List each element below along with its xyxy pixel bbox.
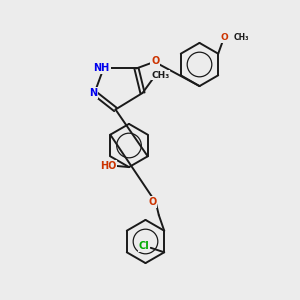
Text: HO: HO [100, 160, 116, 171]
Text: O: O [151, 56, 160, 66]
Text: NH: NH [94, 63, 110, 73]
Text: CH₃: CH₃ [152, 70, 169, 80]
Text: O: O [220, 33, 228, 42]
Text: CH₃: CH₃ [233, 33, 249, 42]
Text: O: O [148, 197, 156, 207]
Text: Cl: Cl [139, 241, 149, 251]
Text: N: N [89, 88, 98, 98]
